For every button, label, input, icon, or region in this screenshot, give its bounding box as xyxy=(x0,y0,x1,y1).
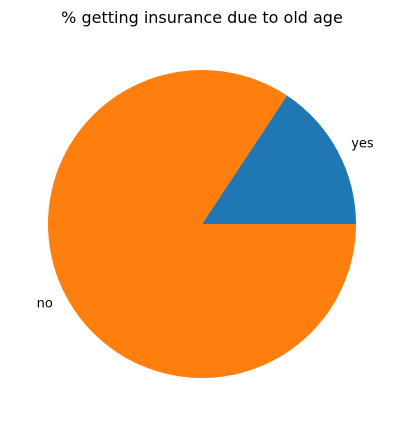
chart-title: % getting insurance due to old age xyxy=(61,8,343,27)
pie-label-no: no xyxy=(37,297,53,312)
pie-slice-yes xyxy=(202,95,356,225)
pie-slices xyxy=(48,70,357,379)
pie-slice-no xyxy=(48,70,357,379)
pie-labels: yes no xyxy=(37,136,374,311)
pie-label-yes: yes xyxy=(351,136,374,151)
